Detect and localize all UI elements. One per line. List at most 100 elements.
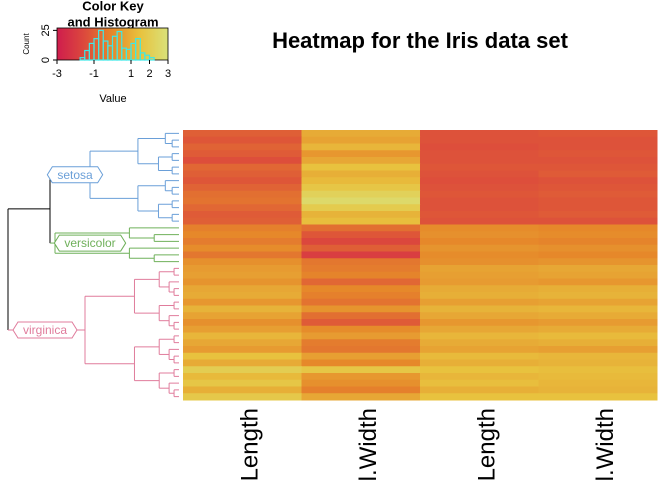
heatmap-cell [183, 285, 302, 293]
heatmap-cell [420, 305, 539, 313]
heatmap-cell [183, 359, 302, 367]
heatmap-cell [538, 359, 658, 367]
heatmap-cell [538, 339, 658, 347]
histogram-bar [116, 30, 123, 61]
heatmap-cell [420, 217, 539, 225]
heatmap-cell [420, 265, 539, 273]
heatmap-cell [538, 211, 658, 219]
heatmap-cell [183, 184, 302, 192]
heatmap-cell [301, 359, 421, 367]
heatmap-cell [538, 312, 658, 320]
heatmap-cell [183, 393, 302, 401]
heatmap-cell [301, 163, 421, 171]
heatmap-cell [183, 292, 302, 300]
group-label-box [53, 234, 127, 252]
heatmap-cell [420, 130, 539, 138]
heatmap-cell [538, 157, 658, 165]
column-label: Petal.Length [474, 408, 501, 480]
heatmap-cell [538, 373, 658, 381]
heatmap-cell [538, 305, 658, 313]
heatmap-cell [183, 373, 302, 381]
heatmap-cell [301, 319, 421, 327]
x-tick-label: 2 [146, 68, 152, 80]
heatmap-cell [183, 204, 302, 212]
heatmap-cell [420, 224, 539, 232]
heatmap-cell [301, 332, 421, 340]
heatmap-cell [301, 157, 421, 165]
heatmap-cell [538, 285, 658, 293]
heatmap-cell [183, 170, 302, 178]
heatmap-cell [183, 319, 302, 327]
chart-title: Heatmap for the Iris data set [272, 28, 569, 53]
x-tick-label: 1 [128, 68, 134, 80]
heatmap-cell [183, 258, 302, 266]
heatmap-cell [301, 184, 421, 192]
x-tick-label: 3 [165, 68, 171, 80]
heatmap-cell [420, 393, 539, 401]
heatmap-cell [183, 339, 302, 347]
y-tick-label: 0 [40, 57, 52, 63]
heatmap-cell [183, 244, 302, 252]
heatmap-cell [183, 211, 302, 219]
heatmap-cell [301, 271, 421, 279]
heatmap-cell [420, 271, 539, 279]
heatmap-cell [420, 325, 539, 333]
heatmap-cell [183, 332, 302, 340]
heatmap-cell [301, 150, 421, 158]
heatmap-cell [420, 332, 539, 340]
heatmap-cell [301, 197, 421, 205]
heatmap-cell [301, 251, 421, 259]
heatmap-cell [420, 231, 539, 239]
heatmap-cell [301, 285, 421, 293]
heatmap-cell [301, 143, 421, 151]
heatmap-cell [420, 163, 539, 171]
heatmap-cell [420, 204, 539, 212]
heatmap-cell [183, 163, 302, 171]
heatmap-cell [183, 271, 302, 279]
heatmap-cell [420, 197, 539, 205]
heatmap-cell [301, 298, 421, 306]
heatmap-cell [301, 305, 421, 313]
heatmap-cell [538, 184, 658, 192]
heatmap-cell [183, 130, 302, 138]
histogram-bar [135, 38, 141, 61]
heatmap-cell [301, 366, 421, 374]
heatmap-cell [301, 170, 421, 178]
heatmap-cell [420, 238, 539, 246]
group-label-box [12, 321, 78, 339]
heatmap-cell [538, 386, 658, 394]
heatmap-cell [538, 190, 658, 198]
heatmap-cell [420, 373, 539, 381]
heatmap-cell [420, 352, 539, 360]
heatmap-cell [301, 231, 421, 239]
heatmap-cell [301, 265, 421, 273]
heatmap-cell [538, 217, 658, 225]
y-tick-label: 25 [40, 24, 52, 36]
heatmap-cell [301, 224, 421, 232]
heatmap-cell [183, 305, 302, 313]
heatmap-cell [183, 352, 302, 360]
heatmap-cell [420, 292, 539, 300]
heatmap-cell [301, 204, 421, 212]
heatmap-cell [538, 298, 658, 306]
heatmap-cell [301, 325, 421, 333]
heatmap-cell [538, 170, 658, 178]
heatmap-cell [420, 136, 539, 144]
heatmap-cell [301, 211, 421, 219]
heatmap-cell [301, 379, 421, 387]
heatmap-cell [183, 298, 302, 306]
x-tick-label: -1 [89, 68, 99, 80]
heatmap-cell [183, 366, 302, 374]
heatmap-cell [183, 238, 302, 246]
heatmap-cell [183, 197, 302, 205]
heatmap-cell [301, 373, 421, 381]
heatmap-cell [538, 130, 658, 138]
heatmap-cell [301, 258, 421, 266]
heatmap-cell [183, 177, 302, 185]
heatmap-cell [538, 177, 658, 185]
group-label: setosa [57, 168, 93, 182]
heatmap-cell [301, 136, 421, 144]
heatmap-cell [420, 258, 539, 266]
heatmap-cell [420, 359, 539, 367]
heatmap-cell [183, 325, 302, 333]
